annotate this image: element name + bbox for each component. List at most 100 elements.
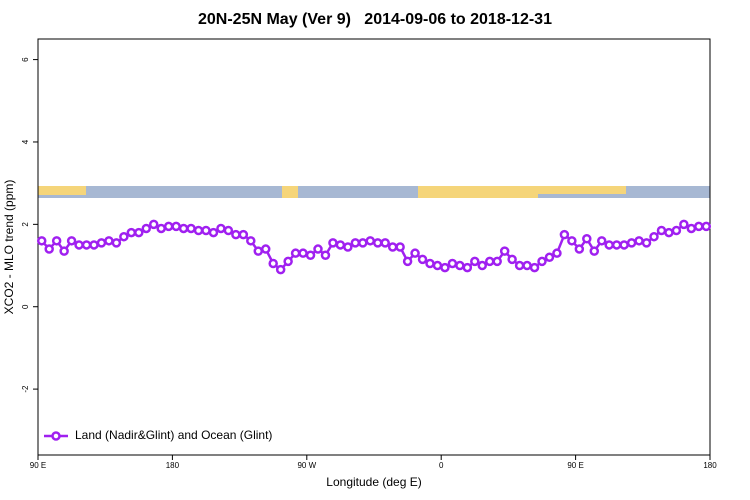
data-point bbox=[529, 262, 540, 273]
data-point bbox=[387, 242, 398, 252]
data-point bbox=[582, 234, 592, 244]
data-point bbox=[305, 250, 316, 260]
data-point bbox=[253, 246, 264, 256]
data-point bbox=[477, 260, 488, 271]
data-point bbox=[81, 240, 92, 250]
y-tick-label: 0 bbox=[21, 304, 30, 309]
data-point bbox=[238, 229, 249, 240]
data-point bbox=[694, 221, 704, 232]
data-point bbox=[649, 231, 659, 242]
data-point bbox=[492, 256, 502, 267]
data-point bbox=[522, 260, 532, 271]
data-point bbox=[328, 238, 338, 248]
data-point bbox=[499, 246, 510, 256]
data-point bbox=[223, 225, 234, 236]
data-point bbox=[574, 244, 585, 254]
data-point bbox=[656, 225, 667, 236]
y-tick-label: -2 bbox=[21, 385, 30, 393]
data-point bbox=[335, 240, 346, 250]
x-tick-label: 90 E bbox=[567, 461, 583, 470]
data-point bbox=[193, 225, 204, 236]
data-point bbox=[440, 262, 450, 273]
data-point bbox=[283, 256, 293, 267]
data-point bbox=[641, 238, 652, 248]
data-point bbox=[514, 260, 525, 271]
data-point bbox=[313, 244, 323, 254]
data-point bbox=[671, 225, 682, 236]
data-point bbox=[604, 240, 614, 250]
y-tick-label: 4 bbox=[21, 139, 30, 144]
x-tick-label: 90 E bbox=[30, 461, 46, 470]
data-point bbox=[365, 236, 376, 246]
x-axis-label: Longitude (deg E) bbox=[326, 475, 421, 489]
data-point bbox=[66, 236, 77, 246]
y-tick-label: 6 bbox=[21, 57, 30, 62]
data-point bbox=[141, 223, 152, 234]
data-point bbox=[111, 238, 122, 248]
map-land bbox=[538, 186, 626, 194]
y-axis-label: XCO2 - MLO trend (ppm) bbox=[2, 180, 16, 315]
data-point bbox=[320, 250, 331, 260]
data-point bbox=[350, 238, 361, 248]
data-point bbox=[679, 219, 689, 230]
data-point bbox=[231, 229, 241, 240]
data-point bbox=[567, 236, 577, 246]
chart-title: 20N-25N May (Ver 9) 2014-09-06 to 2018-1… bbox=[198, 11, 552, 28]
data-point bbox=[626, 238, 637, 248]
data-point bbox=[425, 258, 435, 269]
data-point bbox=[686, 223, 697, 234]
data-point bbox=[275, 264, 286, 275]
data-point bbox=[216, 223, 226, 234]
data-point bbox=[36, 236, 47, 246]
data-point bbox=[104, 236, 114, 246]
plot-frame bbox=[37, 38, 711, 456]
data-point bbox=[134, 227, 144, 238]
data-point bbox=[380, 238, 390, 248]
data-point bbox=[619, 240, 629, 250]
data-point bbox=[358, 238, 368, 248]
data-point bbox=[343, 242, 353, 252]
data-point bbox=[470, 256, 480, 267]
data-point bbox=[544, 252, 555, 263]
data-point bbox=[455, 260, 465, 271]
data-point bbox=[596, 236, 607, 246]
data-point bbox=[484, 256, 495, 267]
map-land bbox=[282, 186, 298, 198]
data-point bbox=[417, 254, 428, 265]
data-point bbox=[96, 238, 107, 248]
data-point bbox=[148, 219, 159, 230]
data-point bbox=[447, 258, 458, 269]
map-strip bbox=[38, 186, 710, 198]
data-point bbox=[537, 256, 547, 267]
data-point bbox=[59, 246, 69, 256]
y-tick-label: 2 bbox=[21, 222, 30, 227]
data-point bbox=[44, 244, 54, 254]
data-point bbox=[410, 248, 420, 258]
data-point bbox=[290, 248, 301, 258]
data-point bbox=[156, 223, 166, 234]
legend-label: Land (Nadir&Glint) and Ocean (Glint) bbox=[75, 428, 272, 442]
data-point bbox=[462, 262, 473, 273]
data-point bbox=[402, 256, 413, 267]
data-point bbox=[178, 223, 189, 234]
data-point bbox=[163, 221, 174, 232]
data-point bbox=[89, 240, 99, 250]
data-point bbox=[611, 240, 622, 250]
data-point bbox=[201, 225, 211, 236]
data-point bbox=[395, 242, 405, 252]
data-point bbox=[119, 231, 129, 242]
x-tick-label: 0 bbox=[439, 461, 444, 470]
data-point bbox=[171, 221, 181, 232]
data-point bbox=[298, 248, 308, 258]
x-tick-label: 180 bbox=[166, 461, 180, 470]
data-point bbox=[51, 236, 62, 246]
legend-marker bbox=[51, 431, 61, 441]
x-tick-label: 180 bbox=[703, 461, 717, 470]
data-point bbox=[701, 221, 712, 232]
data-point bbox=[372, 238, 383, 248]
data-point bbox=[559, 229, 570, 240]
x-tick-label: 90 W bbox=[297, 461, 316, 470]
data-point bbox=[432, 260, 443, 271]
